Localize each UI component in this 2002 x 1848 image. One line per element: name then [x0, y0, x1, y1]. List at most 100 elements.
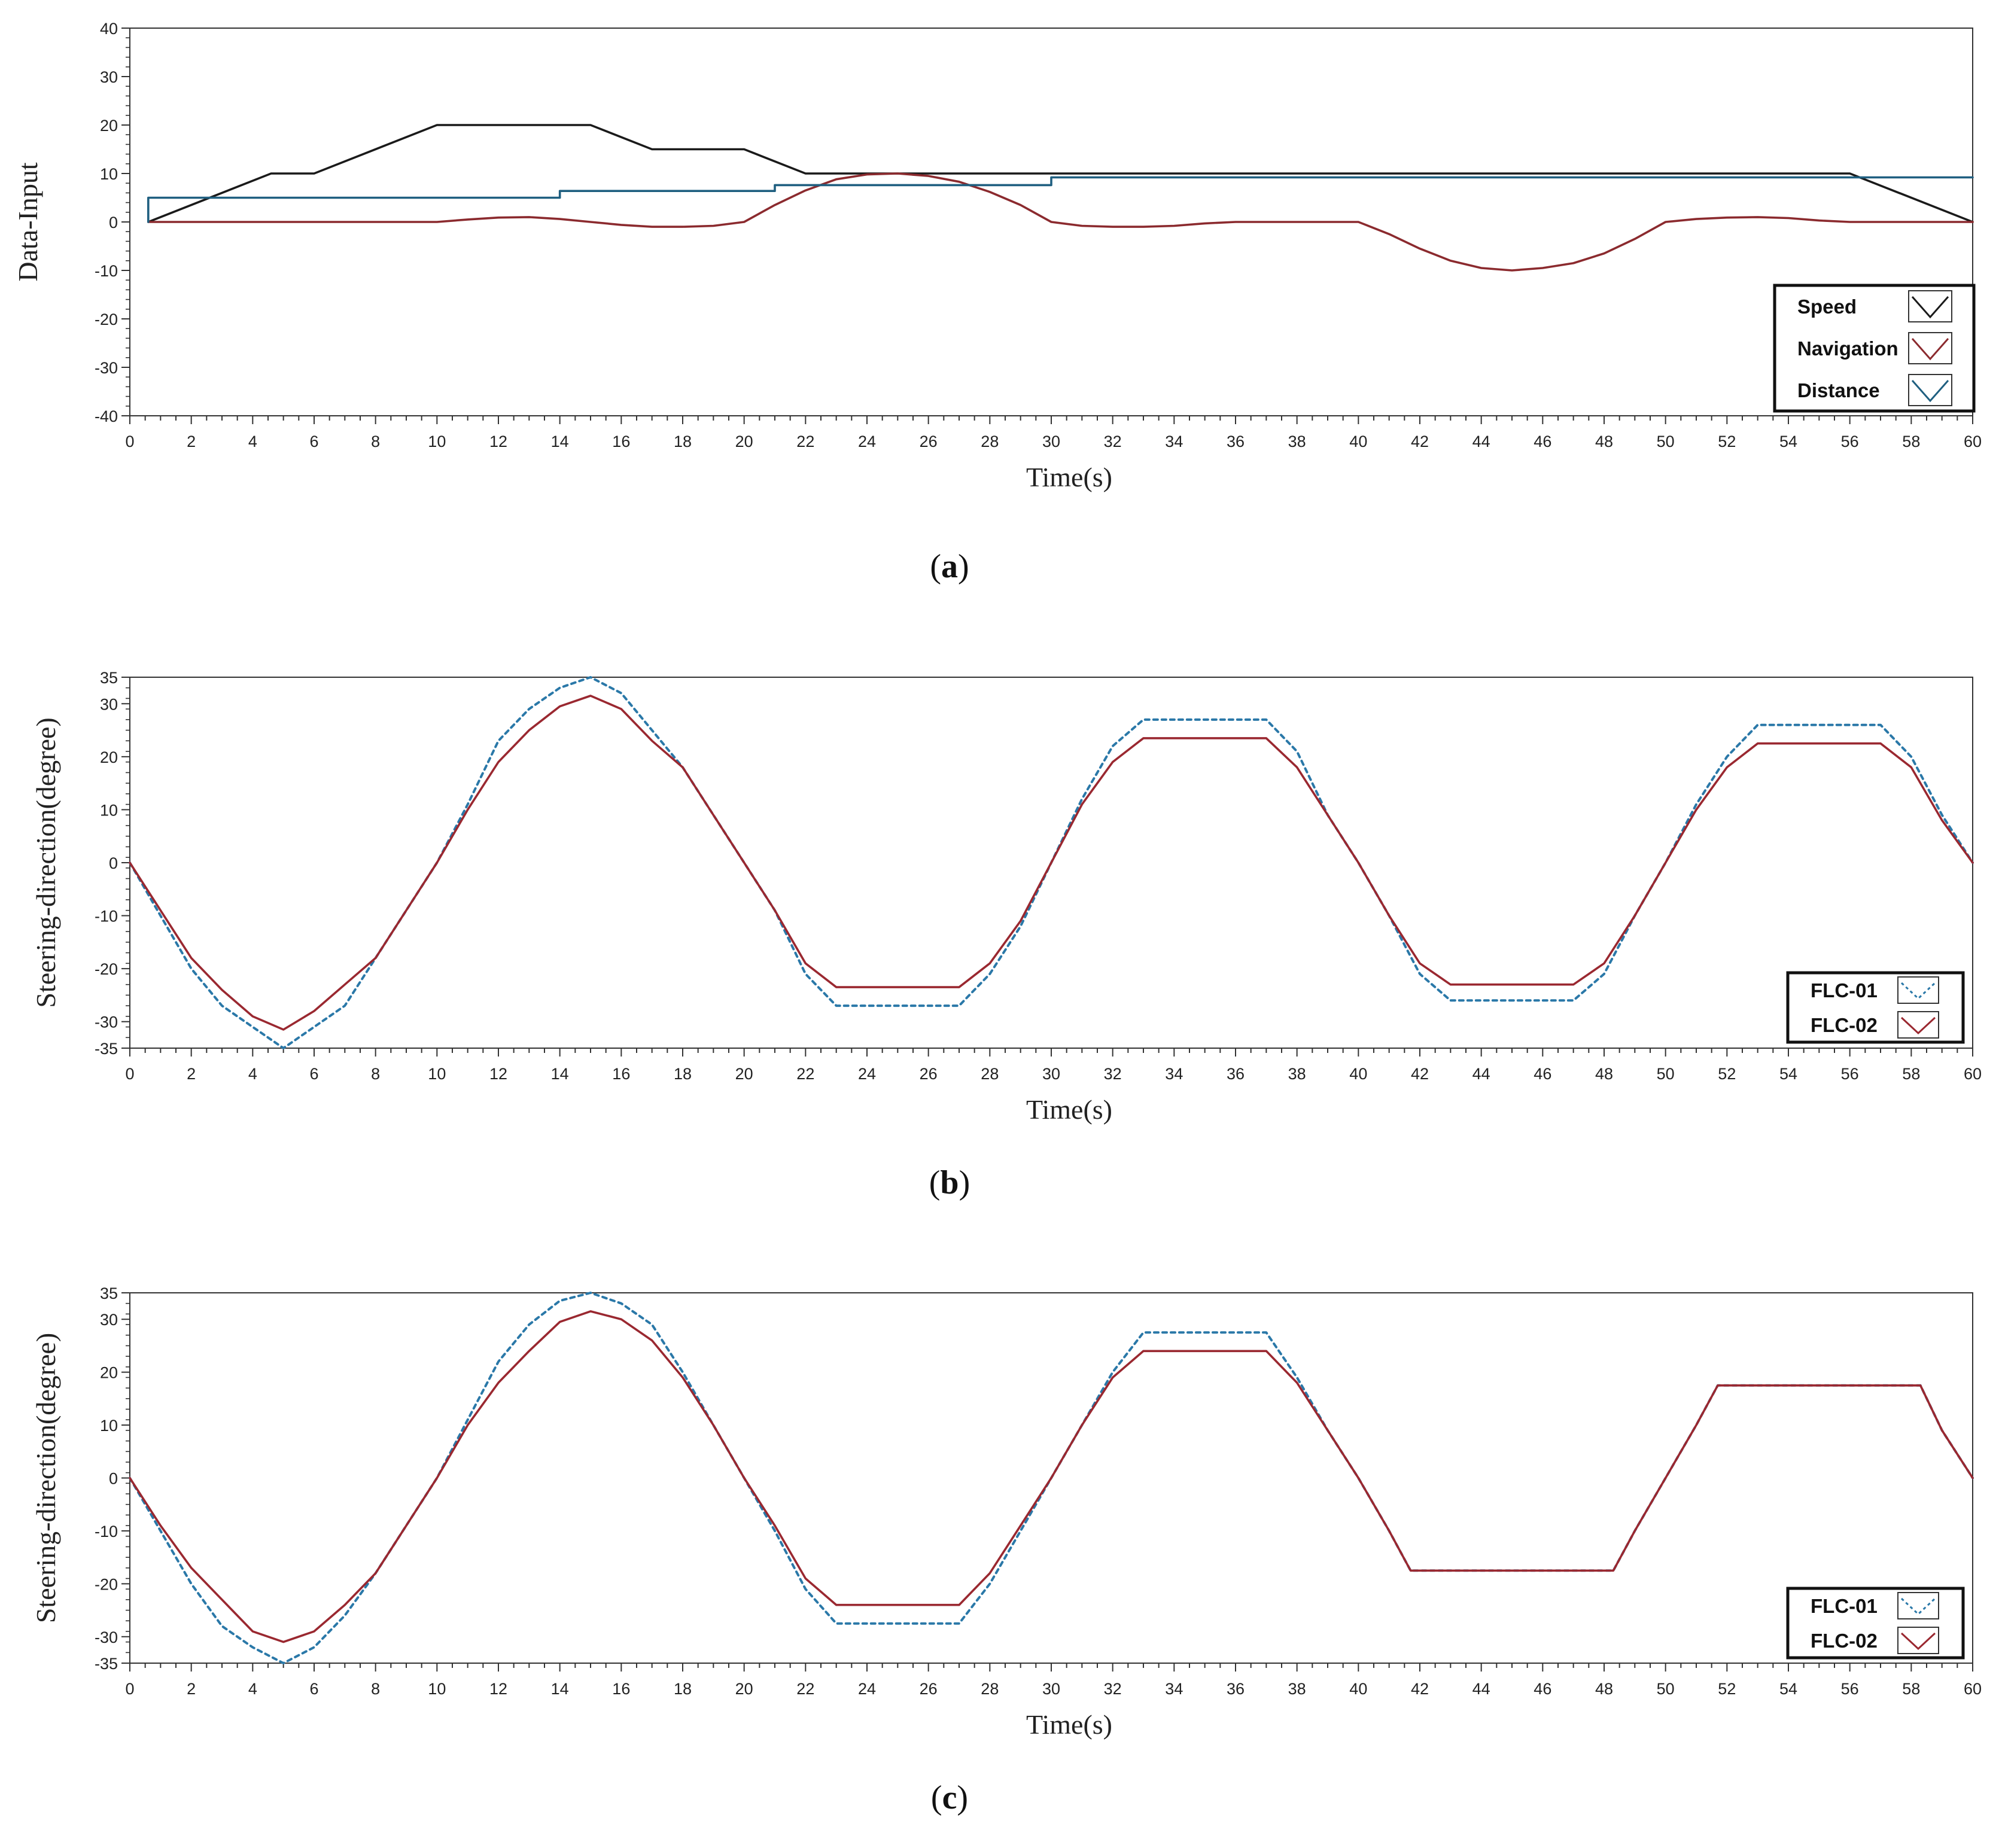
x-tick-label: 36 [1227, 1065, 1245, 1083]
x-tick-label: 18 [674, 1065, 692, 1083]
legend-swatch-line [1911, 296, 1949, 319]
y-tick-label: 30 [100, 68, 118, 86]
y-axis-title: Steering-direction(degree) [31, 717, 61, 1007]
x-tick-label: 26 [920, 1680, 938, 1698]
y-tick-label: -10 [95, 1523, 118, 1540]
y-tick-label: 35 [100, 669, 118, 687]
x-tick-label: 32 [1104, 1065, 1122, 1083]
y-tick-label: -10 [95, 908, 118, 925]
x-tick-label: 56 [1841, 433, 1859, 450]
x-tick-label: 38 [1288, 1680, 1306, 1698]
x-tick-label: 48 [1595, 433, 1613, 450]
x-axis-title: Time(s) [1026, 462, 1112, 492]
x-tick-label: 10 [428, 1065, 446, 1083]
x-tick-label: 26 [920, 433, 938, 450]
caption-open-paren: ( [930, 548, 941, 585]
legend-swatch-line [1900, 1632, 1936, 1651]
x-tick-label: 36 [1227, 1680, 1245, 1698]
x-tick-label: 4 [248, 1680, 257, 1698]
x-axis-title: Time(s) [1026, 1709, 1112, 1740]
x-tick-label: 12 [489, 1065, 507, 1083]
legend-swatch-line [1900, 1597, 1936, 1616]
x-tick-label: 6 [309, 1680, 318, 1698]
x-tick-label: 22 [796, 1680, 814, 1698]
series-line-flc-01 [129, 1292, 1974, 1664]
y-tick-label: -35 [95, 1655, 118, 1673]
y-tick-label: -35 [95, 1040, 118, 1058]
y-tick-label: 20 [100, 117, 118, 135]
legend-swatch [1897, 976, 1939, 1004]
x-tick-label: 16 [612, 1065, 630, 1083]
x-tick-label: 20 [735, 1065, 753, 1083]
x-tick-label: 8 [371, 433, 380, 450]
legend-label: Speed [1797, 296, 1857, 318]
x-tick-label: 44 [1472, 433, 1490, 450]
x-tick-label: 0 [125, 1065, 134, 1083]
y-tick-label: 30 [100, 1311, 118, 1329]
x-tick-label: 58 [1902, 1680, 1920, 1698]
chart-a: 0 2 4 6 8 10 12 14 16 18 20 22 24 26 28 30 32 34 36 38 40 42 4… [13, 20, 1982, 585]
x-tick-label: 52 [1718, 1680, 1736, 1698]
series-line-flc-02 [129, 1310, 1974, 1643]
x-tick-label: 54 [1779, 1680, 1797, 1698]
x-tick-label: 46 [1534, 433, 1551, 450]
x-tick-label: 14 [551, 1680, 569, 1698]
x-tick-label: 42 [1411, 1680, 1429, 1698]
caption-close-paren: ) [957, 1779, 968, 1816]
y-axis-title: Data-Input [13, 162, 43, 281]
legend-swatch-line [1911, 338, 1949, 361]
y-tick-label: 0 [109, 854, 118, 872]
x-tick-label: 20 [735, 1680, 753, 1698]
x-tick-label: 28 [981, 1065, 999, 1083]
x-tick-label: 54 [1779, 433, 1797, 450]
x-tick-label: 6 [309, 433, 318, 450]
x-tick-label: 8 [371, 1680, 380, 1698]
x-tick-label: 18 [674, 1680, 692, 1698]
x-tick-label: 50 [1657, 1065, 1675, 1083]
legend-label: FLC-02 [1811, 1014, 1878, 1036]
x-tick-label: 52 [1718, 433, 1736, 450]
x-tick-label: 34 [1165, 1065, 1183, 1083]
legend-swatch [1908, 332, 1952, 364]
series-line-speed [147, 124, 1974, 223]
x-tick-label: 26 [920, 1065, 938, 1083]
legend: Speed Navigation Distance [1773, 284, 1976, 413]
x-tick-label: 60 [1964, 1065, 1982, 1083]
y-tick-label: 30 [100, 695, 118, 713]
series-line-flc-02 [129, 695, 1974, 1031]
x-tick-label: 60 [1964, 1680, 1982, 1698]
x-tick-label: 0 [125, 1680, 134, 1698]
x-tick-label: 6 [309, 1065, 318, 1083]
x-tick-label: 10 [428, 1680, 446, 1698]
x-tick-label: 28 [981, 433, 999, 450]
x-tick-label: 10 [428, 433, 446, 450]
x-tick-label: 52 [1718, 1065, 1736, 1083]
x-tick-label: 24 [858, 1680, 876, 1698]
x-tick-label: 36 [1227, 433, 1245, 450]
y-axis-title: Steering-direction(degree) [31, 1333, 61, 1623]
legend-swatch-line [1911, 380, 1949, 403]
x-tick-label: 42 [1411, 1065, 1429, 1083]
series-line-navigation [147, 172, 1974, 272]
panel-caption: (c) [931, 1779, 968, 1816]
x-tick-label: 40 [1349, 1680, 1367, 1698]
x-tick-label: 58 [1902, 433, 1920, 450]
y-tick-label: 10 [100, 1417, 118, 1435]
x-tick-label: 4 [248, 1065, 257, 1083]
y-tick-label: -30 [95, 1013, 118, 1031]
caption-letter: b [940, 1164, 959, 1201]
x-tick-label: 50 [1657, 1680, 1675, 1698]
x-tick-label: 28 [981, 1680, 999, 1698]
series-line-distance [147, 176, 1974, 223]
x-tick-label: 58 [1902, 1065, 1920, 1083]
x-tick-label: 38 [1288, 1065, 1306, 1083]
y-tick-label: -20 [95, 960, 118, 978]
x-tick-label: 46 [1534, 1065, 1551, 1083]
x-tick-label: 34 [1165, 1680, 1183, 1698]
x-tick-label: 32 [1104, 433, 1122, 450]
y-tick-label: 10 [100, 801, 118, 819]
x-tick-label: 2 [187, 1680, 196, 1698]
x-tick-label: 44 [1472, 1065, 1490, 1083]
legend: FLC-01 FLC-02 [1786, 971, 1965, 1044]
